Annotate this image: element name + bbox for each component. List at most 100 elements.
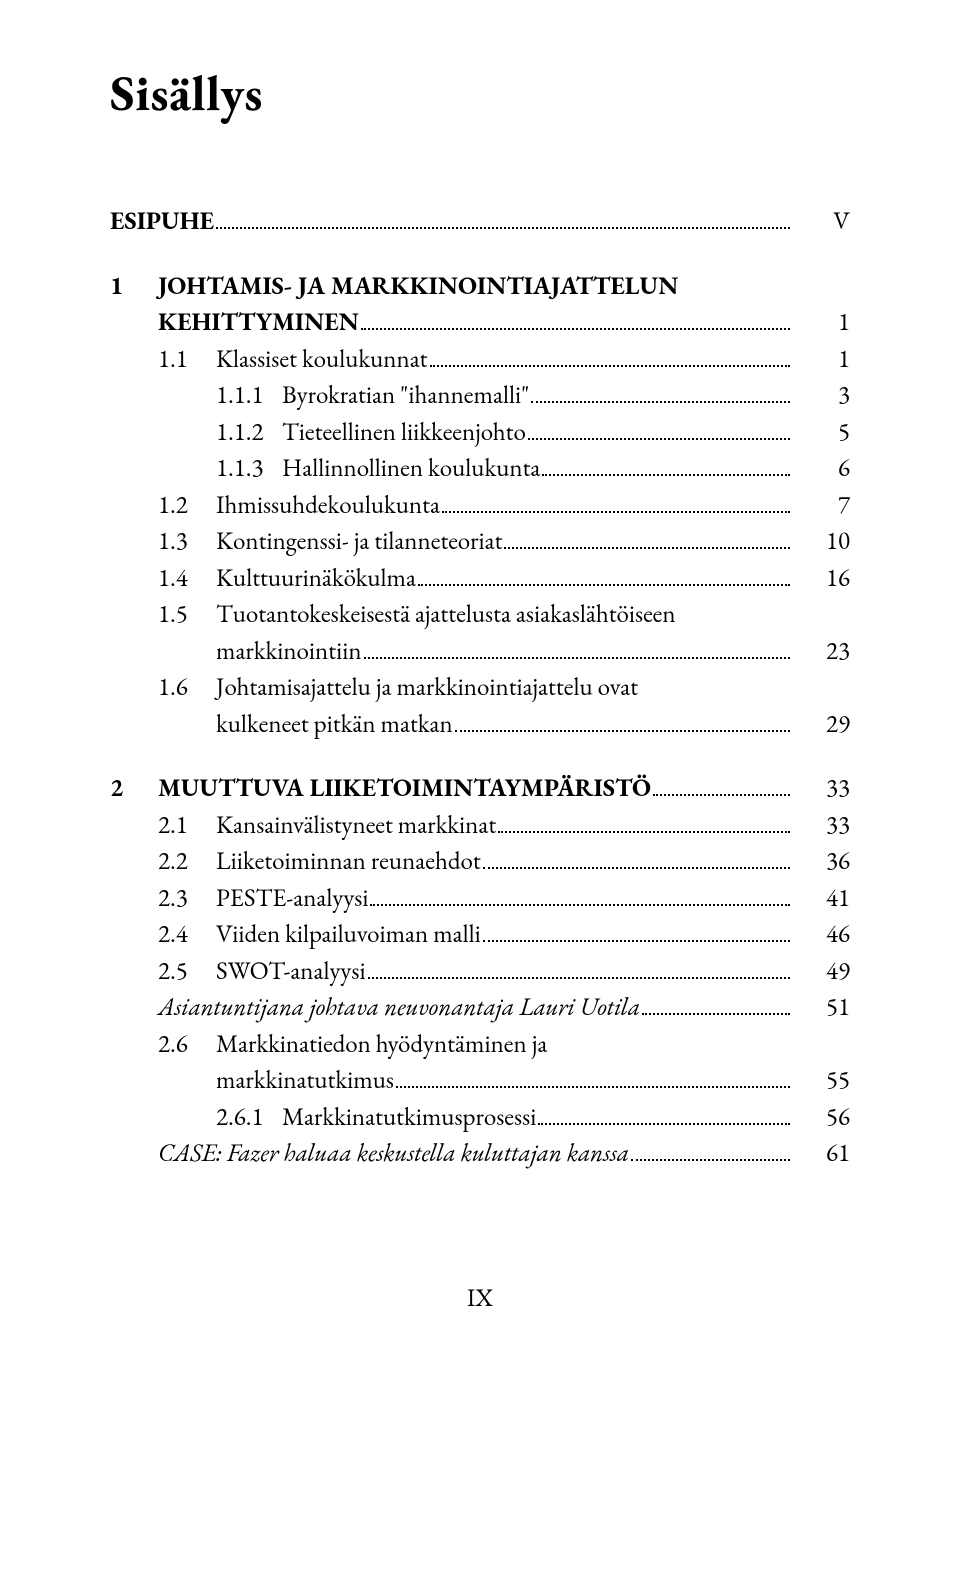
toc-entry-text: JOHTAMIS- JA MARKKINOINTIAJATTELUN bbox=[158, 268, 678, 305]
table-of-contents: ESIPUHEV1JOHTAMIS- JA MARKKINOINTIAJATTE… bbox=[110, 203, 850, 1172]
toc-entry-text-wrap: Ihmissuhdekoulukunta 7 bbox=[216, 487, 850, 524]
toc-entry-number: 1.1.2 bbox=[216, 414, 282, 451]
toc-leader-dots bbox=[542, 457, 790, 477]
toc-leader-dots bbox=[418, 566, 790, 586]
toc-entry-line: KEHITTYMINEN 1 bbox=[158, 304, 850, 341]
toc-entry-page: 49 bbox=[796, 953, 850, 990]
toc-leader-dots bbox=[528, 420, 790, 440]
toc-entry: 1.4Kulttuurinäkökulma16 bbox=[110, 560, 850, 597]
toc-entry-line: ESIPUHE V bbox=[110, 203, 850, 240]
toc-entry-text-wrap: Asiantuntijana johtava neuvonantaja Laur… bbox=[158, 989, 850, 1026]
toc-entry-text-wrap: Tuotantokeskeisestä ajattelusta asiakasl… bbox=[216, 596, 850, 669]
toc-entry-text-wrap: MUUTTUVA LIIKETOIMINTAYMPÄRISTÖ33 bbox=[158, 770, 850, 807]
toc-entry-line: kulkeneet pitkän matkan29 bbox=[216, 706, 850, 743]
toc-entry-text-wrap: Kulttuurinäkökulma16 bbox=[216, 560, 850, 597]
toc-entry-text: SWOT-analyysi bbox=[216, 953, 366, 990]
toc-entry-text-wrap: Klassiset koulukunnat1 bbox=[216, 341, 850, 378]
toc-entry-number: 2.6 bbox=[158, 1026, 216, 1063]
toc-leader-dots bbox=[498, 813, 790, 833]
toc-entry: 2.2Liiketoiminnan reunaehdot36 bbox=[110, 843, 850, 880]
toc-entry-text: Markkinatutkimusprosessi bbox=[282, 1099, 536, 1136]
toc-entry-number: 1.1 bbox=[158, 341, 216, 378]
toc-entry-line: Johtamisajattelu ja markkinointiajattelu… bbox=[216, 669, 850, 706]
toc-entry-line: Kulttuurinäkökulma16 bbox=[216, 560, 850, 597]
toc-entry-line: Tieteellinen liikkeenjohto5 bbox=[282, 414, 850, 451]
toc-entry-line: JOHTAMIS- JA MARKKINOINTIAJATTELUN bbox=[158, 268, 850, 305]
toc-entry-line: MUUTTUVA LIIKETOIMINTAYMPÄRISTÖ33 bbox=[158, 770, 850, 807]
toc-entry-text: MUUTTUVA LIIKETOIMINTAYMPÄRISTÖ bbox=[158, 770, 651, 807]
toc-entry-text-wrap: Johtamisajattelu ja markkinointiajattelu… bbox=[216, 669, 850, 742]
toc-gap bbox=[110, 240, 850, 268]
toc-entry-text: Kulttuurinäkökulma bbox=[216, 560, 416, 597]
toc-entry-text: Liiketoiminnan reunaehdot bbox=[216, 843, 481, 880]
toc-entry-line: Kontingenssi- ja tilanneteoriat10 bbox=[216, 523, 850, 560]
toc-entry-text: Ihmissuhdekoulukunta bbox=[216, 487, 440, 524]
toc-entry-text: Tieteellinen liikkeenjohto bbox=[282, 414, 526, 451]
toc-entry-text: ESIPUHE bbox=[110, 203, 214, 240]
toc-entry-text: PESTE-analyysi bbox=[216, 880, 368, 917]
toc-entry: 1.1.2Tieteellinen liikkeenjohto5 bbox=[110, 414, 850, 451]
toc-entry-page: 33 bbox=[796, 807, 850, 844]
toc-entry-number: 1 bbox=[110, 268, 158, 305]
toc-entry-line: Liiketoiminnan reunaehdot36 bbox=[216, 843, 850, 880]
toc-entry-text: Byrokratian "ihannemalli" bbox=[282, 377, 529, 414]
toc-entry: 1.3Kontingenssi- ja tilanneteoriat10 bbox=[110, 523, 850, 560]
toc-entry-number: 2.6.1 bbox=[216, 1099, 282, 1136]
toc-leader-dots bbox=[483, 850, 790, 870]
toc-entry-line: Asiantuntijana johtava neuvonantaja Laur… bbox=[158, 989, 850, 1026]
toc-leader-dots bbox=[483, 923, 790, 943]
toc-entry: 1.2Ihmissuhdekoulukunta7 bbox=[110, 487, 850, 524]
toc-entry-number: 1.1.3 bbox=[216, 450, 282, 487]
toc-entry-text-wrap: PESTE-analyysi41 bbox=[216, 880, 850, 917]
toc-entry-number: 2.2 bbox=[158, 843, 216, 880]
toc-entry-text: KEHITTYMINEN bbox=[158, 304, 359, 341]
toc-entry-text-wrap: CASE: Fazer haluaa keskustella kuluttaja… bbox=[158, 1135, 850, 1172]
toc-entry-number: 2.1 bbox=[158, 807, 216, 844]
toc-entry: 2.6Markkinatiedon hyödyntäminen jamarkki… bbox=[110, 1026, 850, 1099]
toc-entry-page: 29 bbox=[796, 706, 850, 743]
toc-entry-page: 46 bbox=[796, 916, 850, 953]
toc-entry-page: V bbox=[796, 203, 850, 240]
toc-entry-text: Johtamisajattelu ja markkinointiajattelu… bbox=[216, 669, 638, 706]
toc-entry: CASE: Fazer haluaa keskustella kuluttaja… bbox=[110, 1135, 850, 1172]
toc-leader-dots bbox=[364, 639, 790, 659]
toc-entry-text-wrap: SWOT-analyysi 49 bbox=[216, 953, 850, 990]
toc-leader-dots bbox=[653, 777, 790, 797]
toc-entry-text: Kontingenssi- ja tilanneteoriat bbox=[216, 523, 502, 560]
toc-entry-text: Viiden kilpailuvoiman malli bbox=[216, 916, 481, 953]
toc-entry-text: CASE: Fazer haluaa keskustella kuluttaja… bbox=[158, 1135, 629, 1172]
toc-leader-dots bbox=[368, 959, 790, 979]
toc-entry-page: 1 bbox=[796, 304, 850, 341]
toc-entry-text: Kansainvälistyneet markkinat bbox=[216, 807, 496, 844]
toc-entry-text-wrap: Liiketoiminnan reunaehdot36 bbox=[216, 843, 850, 880]
toc-entry-line: Byrokratian "ihannemalli" 3 bbox=[282, 377, 850, 414]
toc-entry-number: 1.4 bbox=[158, 560, 216, 597]
toc-entry-number: 2 bbox=[110, 770, 158, 807]
toc-entry-line: Markkinatutkimusprosessi 56 bbox=[282, 1099, 850, 1136]
toc-entry: 2.5SWOT-analyysi49 bbox=[110, 953, 850, 990]
toc-entry-line: Viiden kilpailuvoiman malli 46 bbox=[216, 916, 850, 953]
toc-entry-text-wrap: Markkinatutkimusprosessi 56 bbox=[282, 1099, 850, 1136]
toc-gap bbox=[110, 742, 850, 770]
toc-entry-number: 1.3 bbox=[158, 523, 216, 560]
toc-entry-line: SWOT-analyysi 49 bbox=[216, 953, 850, 990]
toc-entry-text-wrap: JOHTAMIS- JA MARKKINOINTIAJATTELUNKEHITT… bbox=[158, 268, 850, 341]
toc-entry-page: 56 bbox=[796, 1099, 850, 1136]
toc-entry-page: 7 bbox=[796, 487, 850, 524]
toc-entry-page: 55 bbox=[796, 1062, 850, 1099]
toc-entry: 1JOHTAMIS- JA MARKKINOINTIAJATTELUNKEHIT… bbox=[110, 268, 850, 341]
toc-entry: 1.1.1Byrokratian "ihannemalli"3 bbox=[110, 377, 850, 414]
toc-entry: Asiantuntijana johtava neuvonantaja Laur… bbox=[110, 989, 850, 1026]
toc-entry: 2.6.1Markkinatutkimusprosessi 56 bbox=[110, 1099, 850, 1136]
toc-entry: 1.1.3Hallinnollinen koulukunta6 bbox=[110, 450, 850, 487]
toc-leader-dots bbox=[531, 384, 790, 404]
toc-entry-text: markkinointiin bbox=[216, 633, 362, 670]
toc-entry-line: PESTE-analyysi41 bbox=[216, 880, 850, 917]
toc-leader-dots bbox=[430, 347, 790, 367]
toc-entry: 2.1Kansainvälistyneet markkinat 33 bbox=[110, 807, 850, 844]
toc-entry-page: 3 bbox=[796, 377, 850, 414]
toc-entry-line: Tuotantokeskeisestä ajattelusta asiakasl… bbox=[216, 596, 850, 633]
toc-entry-page: 61 bbox=[796, 1135, 850, 1172]
toc-entry-page: 6 bbox=[796, 450, 850, 487]
toc-entry-line: markkinointiin23 bbox=[216, 633, 850, 670]
